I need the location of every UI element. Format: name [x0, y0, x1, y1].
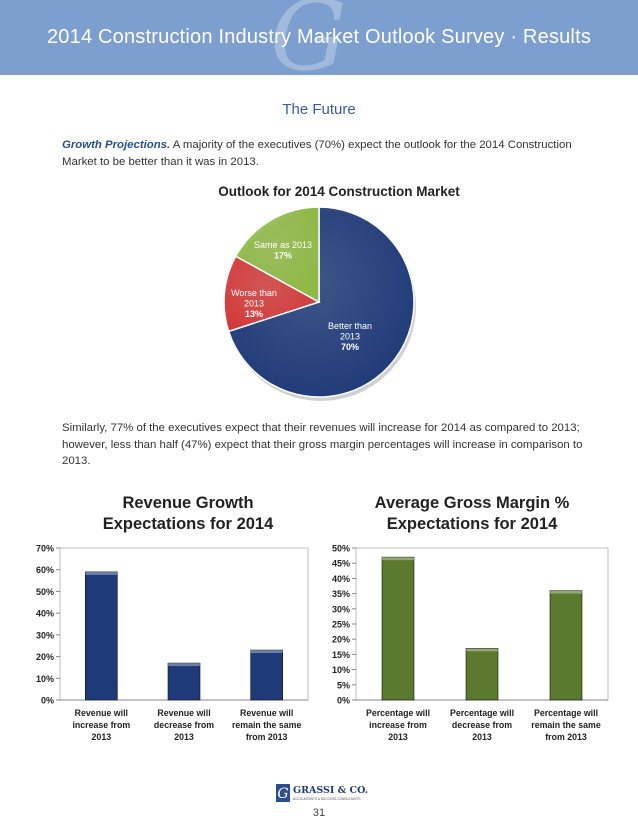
- x-category-label: Percentage will: [366, 708, 430, 718]
- x-category-label: increase from: [72, 720, 130, 730]
- y-tick-label: 0%: [41, 696, 54, 706]
- y-tick-label: 40%: [36, 609, 54, 619]
- revenue-chart-title-line1: Revenue Growth: [122, 494, 254, 512]
- x-category-label: 2013: [472, 732, 492, 742]
- paragraph-text: A majority of the executives (70%) expec…: [62, 139, 572, 168]
- pie-value-label: 70%: [341, 342, 359, 352]
- monogram-watermark: G: [270, 0, 347, 75]
- bar-highlight: [85, 571, 118, 575]
- section-title: The Future: [282, 101, 356, 118]
- bar-highlight: [382, 557, 414, 561]
- pie-chart-title: Outlook for 2014 Construction Market: [218, 184, 460, 199]
- margin-chart-title-line2: Expectations for 2014: [386, 515, 558, 533]
- pie-category-label: Same as 2013: [254, 240, 312, 250]
- bar: [465, 648, 499, 701]
- y-tick-label: 10%: [36, 674, 54, 684]
- y-tick-label: 45%: [332, 559, 350, 569]
- x-category-label: increase from: [369, 720, 427, 730]
- pie-slice-same-as-2013: [234, 206, 320, 304]
- growth-projections-paragraph: Growth Projections. A majority of the ex…: [62, 137, 584, 170]
- y-tick-label: 50%: [332, 544, 350, 554]
- x-category-label: decrease from: [154, 720, 214, 730]
- y-tick-label: 70%: [36, 544, 54, 554]
- y-tick-label: 25%: [332, 620, 350, 630]
- logo-mark-letter: G: [277, 786, 288, 802]
- page-header: G 2014 Construction Industry Market Outl…: [0, 0, 638, 75]
- y-tick-label: 60%: [36, 565, 54, 575]
- x-category-label: 2013: [174, 732, 194, 742]
- bar-highlight: [466, 648, 498, 652]
- y-tick-label: 20%: [36, 652, 54, 662]
- y-tick-label: 10%: [332, 665, 350, 675]
- x-category-label: from 2013: [246, 732, 288, 742]
- revenue-chart-title-line2: Expectations for 2014: [102, 515, 274, 533]
- revenue-bar-chart: 0% 10% 20% 30% 40% 50% 60% 70% Revenue will incre…: [36, 544, 309, 742]
- pie-category-label: Better than: [328, 321, 372, 331]
- pie-category-label: 2013: [340, 332, 360, 342]
- bar: [85, 571, 118, 701]
- bar: [381, 556, 415, 701]
- y-tick-label: 40%: [332, 574, 350, 584]
- y-tick-label: 30%: [332, 604, 350, 614]
- y-tick-label: 50%: [36, 587, 54, 597]
- y-tick-label: 35%: [332, 589, 350, 599]
- y-tick-label: 20%: [332, 635, 350, 645]
- x-category-label: remain the same: [531, 720, 601, 730]
- pie-category-label: Worse than: [231, 288, 277, 298]
- y-tick-label: 5%: [337, 680, 350, 690]
- x-category-label: Revenue will: [157, 708, 210, 718]
- x-category-label: Revenue will: [75, 708, 128, 718]
- pie-value-label: 17%: [274, 251, 292, 261]
- x-category-label: 2013: [92, 732, 112, 742]
- logo-mark: [276, 784, 290, 802]
- pie-slice-better-than-2013: [227, 206, 415, 398]
- x-category-label: Percentage will: [450, 708, 514, 718]
- y-tick-label: 0%: [337, 696, 350, 706]
- logo-tagline: ACCOUNTANTS & SUCCESS CONSULTANTS: [293, 797, 360, 801]
- pie-category-label: 2013: [244, 299, 264, 309]
- header-title: 2014 Construction Industry Market Outloo…: [46, 26, 592, 48]
- bar-highlight: [550, 590, 582, 594]
- revenue-chart-title: Revenue Growth Expectations for 2014: [58, 493, 318, 535]
- pie-slice-worse-than-2013: [223, 255, 321, 333]
- logo-text: GRASSI & CO.: [293, 785, 368, 796]
- bar-highlight: [168, 663, 200, 667]
- bar: [167, 662, 201, 701]
- margin-chart-title: Average Gross Margin % Expectations for …: [332, 493, 612, 535]
- bar: [250, 649, 283, 701]
- x-category-label: remain the same: [232, 720, 302, 730]
- paragraph-lead: Growth Projections.: [62, 139, 171, 151]
- page-number: 31: [312, 807, 326, 819]
- y-tick-label: 30%: [36, 630, 54, 640]
- x-category-label: from 2013: [545, 732, 587, 742]
- pie-value-label: 13%: [245, 309, 263, 319]
- bar: [549, 590, 583, 701]
- bar-highlight: [250, 650, 283, 654]
- x-category-label: Revenue will: [240, 708, 293, 718]
- x-category-label: 2013: [388, 732, 408, 742]
- y-tick-label: 15%: [332, 650, 350, 660]
- x-category-label: decrease from: [452, 720, 512, 730]
- grassi-logo: G GRASSI & CO. ACCOUNTANTS & SUCCESS CON…: [276, 784, 368, 802]
- x-category-label: Percentage will: [534, 708, 598, 718]
- margin-chart-title-line1: Average Gross Margin %: [374, 494, 570, 512]
- margin-bar-chart: 0% 5% 10% 15% 20% 25% 30% 35% 40% 45% 50% Percentag…: [332, 544, 609, 742]
- revenue-paragraph: Similarly, 77% of the executives expect …: [62, 422, 583, 467]
